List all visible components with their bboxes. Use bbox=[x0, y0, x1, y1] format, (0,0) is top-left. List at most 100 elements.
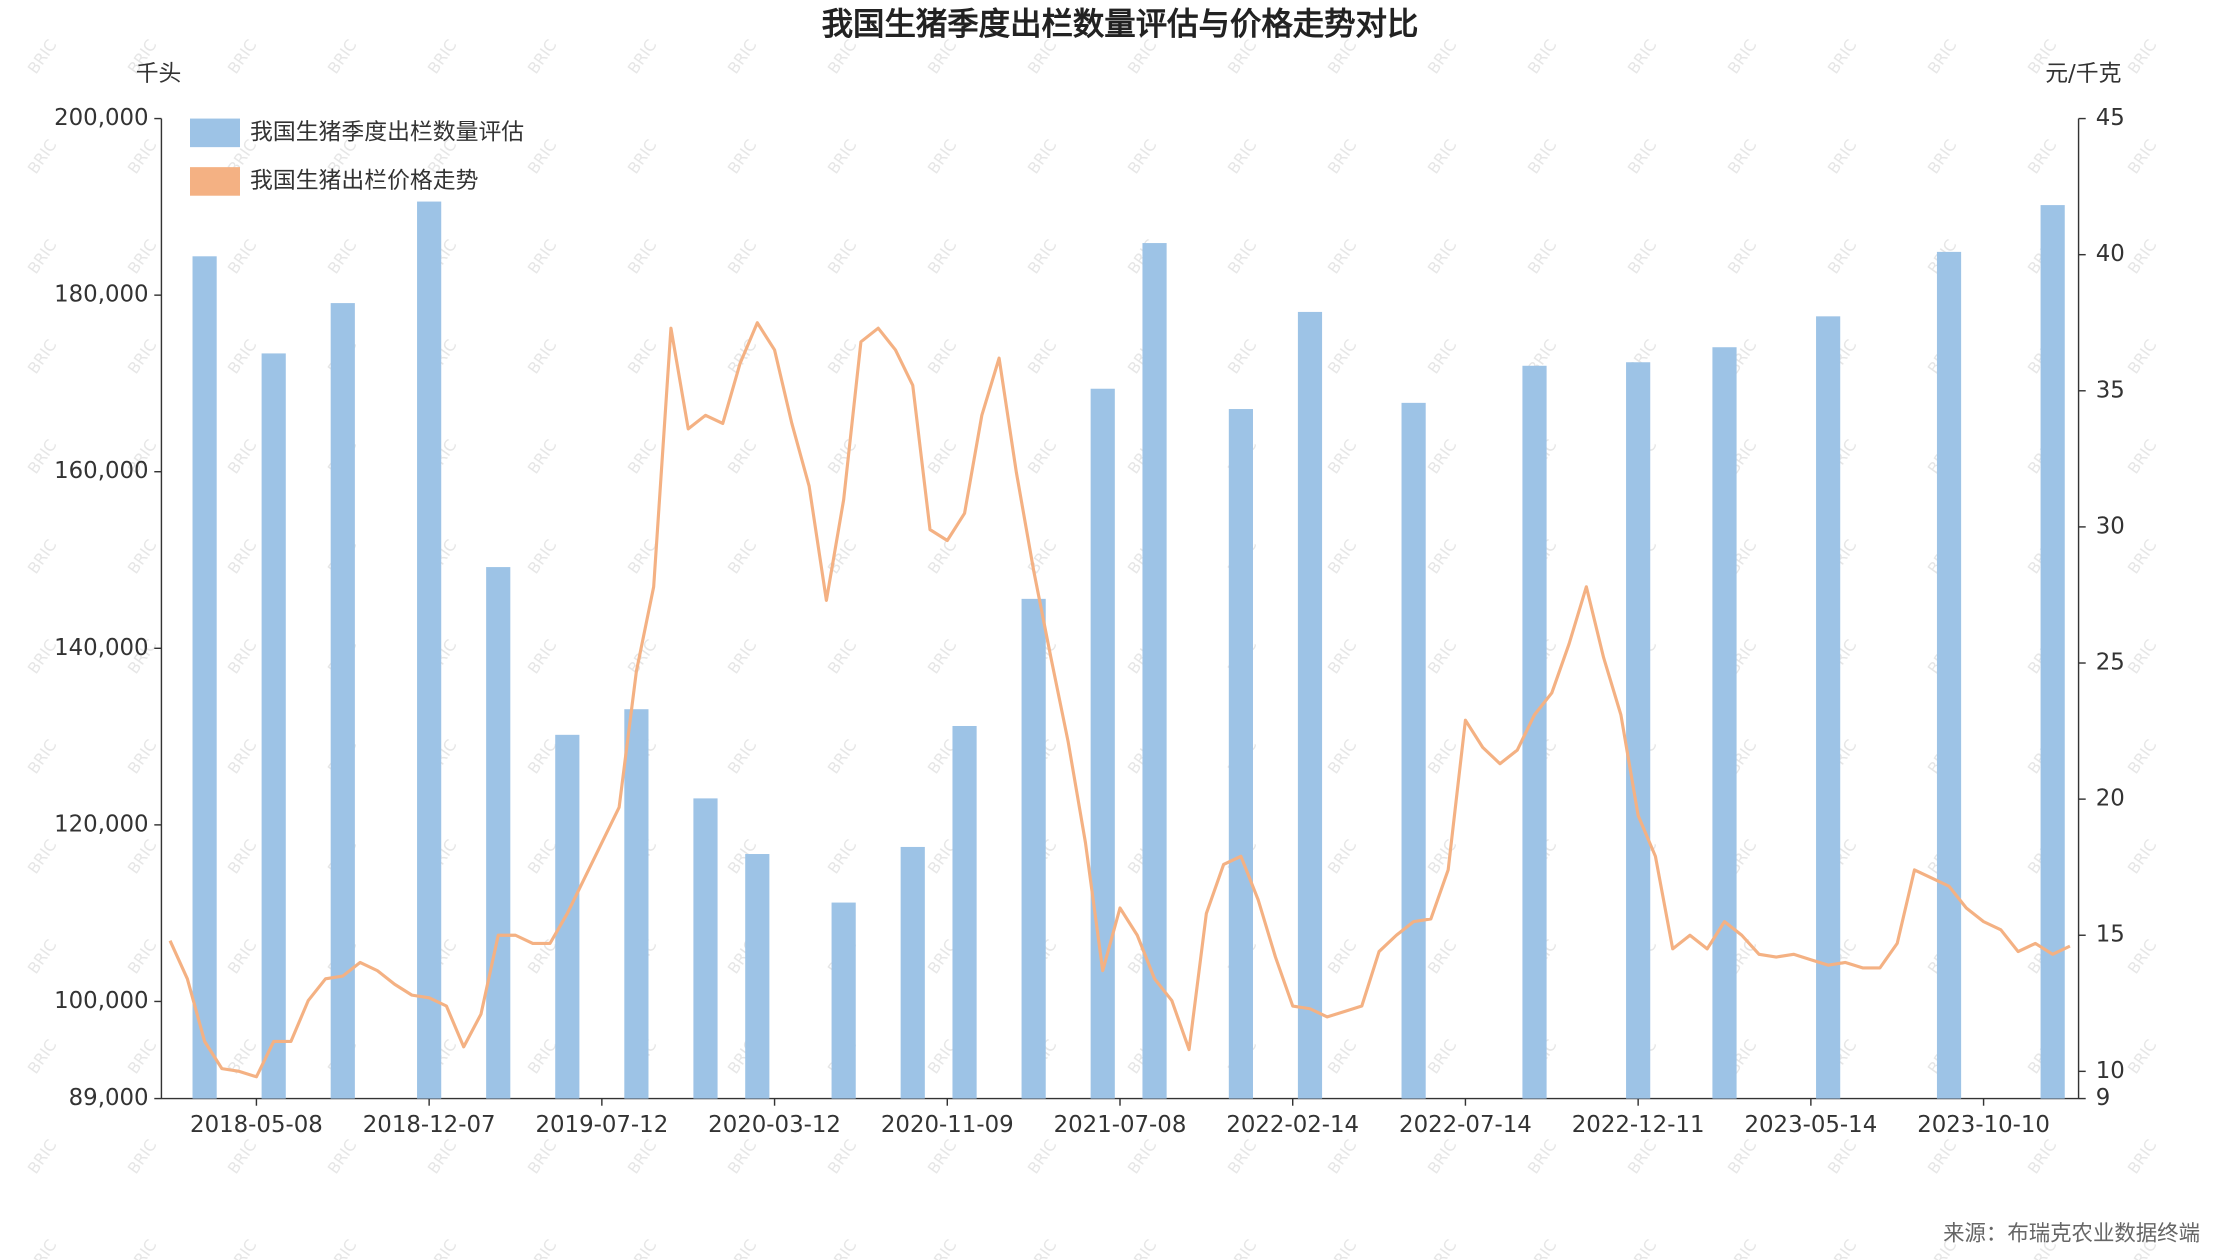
watermark: BRIC bbox=[624, 36, 661, 77]
price-line bbox=[168, 321, 2071, 1079]
watermark: BRIC bbox=[824, 336, 861, 377]
watermark: BRIC bbox=[1424, 136, 1461, 177]
watermark: BRIC bbox=[524, 736, 561, 777]
watermark: BRIC bbox=[1024, 436, 1061, 477]
watermark: BRIC bbox=[1024, 1236, 1061, 1260]
watermark: BRIC bbox=[324, 236, 361, 277]
watermark: BRIC bbox=[1724, 136, 1761, 177]
watermark: BRIC bbox=[824, 1136, 861, 1177]
bar bbox=[1712, 347, 1737, 1099]
bar bbox=[831, 902, 856, 1099]
watermark: BRIC bbox=[1424, 236, 1461, 277]
watermark: BRIC bbox=[124, 536, 161, 577]
watermark: BRIC bbox=[1324, 236, 1361, 277]
watermark: BRIC bbox=[524, 1036, 561, 1077]
watermark: BRIC bbox=[2024, 136, 2061, 177]
watermark: BRIC bbox=[1424, 936, 1461, 977]
watermark: BRIC bbox=[1524, 1236, 1561, 1260]
watermark: BRIC bbox=[1624, 36, 1661, 77]
x-tick-label: 2023-10-10 bbox=[1917, 1112, 2050, 1138]
watermark: BRIC bbox=[624, 436, 661, 477]
watermark: BRIC bbox=[24, 1236, 61, 1260]
watermark: BRIC bbox=[1424, 436, 1461, 477]
watermark: BRIC bbox=[424, 36, 461, 77]
watermark: BRIC bbox=[524, 136, 561, 177]
watermark: BRIC bbox=[124, 1136, 161, 1177]
watermark: BRIC bbox=[1224, 1136, 1261, 1177]
watermark: BRIC bbox=[1624, 1236, 1661, 1260]
watermark: BRIC bbox=[924, 636, 961, 677]
watermark: BRIC bbox=[2124, 936, 2161, 977]
y2-tick-label: 30 bbox=[2096, 513, 2125, 539]
watermark: BRIC bbox=[624, 1136, 661, 1177]
legend-label: 我国生猪出栏价格走势 bbox=[250, 168, 478, 194]
watermark: BRIC bbox=[1224, 136, 1261, 177]
watermark: BRIC bbox=[924, 336, 961, 377]
y-tick-label: 200,000 bbox=[54, 105, 148, 131]
watermark: BRIC bbox=[924, 536, 961, 577]
y2-tick-label: 35 bbox=[2096, 377, 2125, 403]
watermark: BRIC bbox=[124, 136, 161, 177]
watermark: BRIC bbox=[724, 1236, 761, 1260]
watermark: BRIC bbox=[524, 36, 561, 77]
watermark: BRIC bbox=[1924, 36, 1961, 77]
watermark: BRIC bbox=[824, 736, 861, 777]
watermark: BRIC bbox=[1324, 936, 1361, 977]
watermark: BRIC bbox=[224, 1136, 261, 1177]
watermark: BRIC bbox=[224, 536, 261, 577]
watermark: BRIC bbox=[1524, 36, 1561, 77]
bar bbox=[1297, 311, 1323, 1099]
y-tick-label: 160,000 bbox=[54, 458, 148, 484]
watermark: BRIC bbox=[524, 336, 561, 377]
y2-tick-label: 15 bbox=[2096, 922, 2125, 948]
watermark: BRIC bbox=[1524, 136, 1561, 177]
watermark: BRIC bbox=[824, 636, 861, 677]
watermark: BRIC bbox=[824, 836, 861, 877]
watermark: BRIC bbox=[2124, 236, 2161, 277]
watermark: BRIC bbox=[1324, 336, 1361, 377]
y-tick-label: 89,000 bbox=[69, 1085, 149, 1111]
y-tick-label: 120,000 bbox=[54, 811, 148, 837]
watermark: BRIC bbox=[524, 1136, 561, 1177]
bar bbox=[624, 709, 649, 1099]
y2-tick-label: 20 bbox=[2096, 786, 2125, 812]
bar bbox=[1142, 243, 1167, 1099]
watermark: BRIC bbox=[1324, 136, 1361, 177]
watermark: BRIC bbox=[1424, 736, 1461, 777]
watermark: BRIC bbox=[1824, 36, 1861, 77]
watermark: BRIC bbox=[2124, 536, 2161, 577]
watermark: BRIC bbox=[124, 936, 161, 977]
y2-tick-label: 40 bbox=[2096, 241, 2125, 267]
watermark: BRIC bbox=[1424, 536, 1461, 577]
watermark: BRIC bbox=[1424, 636, 1461, 677]
watermark: BRIC bbox=[324, 36, 361, 77]
watermark: BRIC bbox=[1424, 836, 1461, 877]
watermark: BRIC bbox=[1824, 1136, 1861, 1177]
y2-tick-label: 25 bbox=[2096, 650, 2125, 676]
watermark: BRIC bbox=[724, 736, 761, 777]
watermark: BRIC bbox=[424, 1136, 461, 1177]
watermark: BRIC bbox=[1224, 1236, 1261, 1260]
watermark: BRIC bbox=[224, 1236, 261, 1260]
watermark: BRIC bbox=[624, 236, 661, 277]
watermark: BRIC bbox=[424, 1236, 461, 1260]
bar bbox=[1936, 251, 1962, 1099]
watermark: BRIC bbox=[1824, 236, 1861, 277]
watermark: BRIC bbox=[24, 336, 61, 377]
watermark: BRIC bbox=[1324, 436, 1361, 477]
watermark: BRIC bbox=[1024, 136, 1061, 177]
watermark: BRIC bbox=[2124, 36, 2161, 77]
x-tick-label: 2018-12-07 bbox=[363, 1112, 496, 1138]
watermark: BRIC bbox=[224, 836, 261, 877]
watermark: BRIC bbox=[1224, 236, 1261, 277]
bar bbox=[952, 725, 977, 1099]
watermark: BRIC bbox=[224, 36, 261, 77]
watermark: BRIC bbox=[1224, 336, 1261, 377]
watermark: BRIC bbox=[24, 536, 61, 577]
watermark: BRIC bbox=[224, 936, 261, 977]
watermark: BRIC bbox=[2124, 1036, 2161, 1077]
watermark: BRIC bbox=[2124, 636, 2161, 677]
watermark: BRIC bbox=[224, 636, 261, 677]
bar bbox=[745, 854, 770, 1099]
